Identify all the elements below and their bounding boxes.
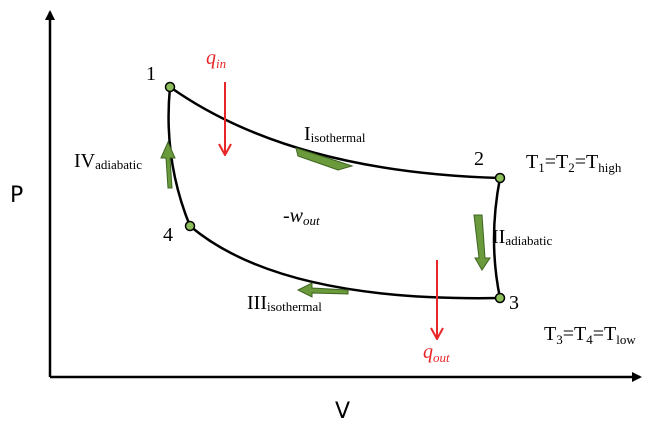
symbol: T [526, 151, 538, 173]
direction-arrows [160, 140, 491, 298]
subscript: adiabatic [505, 233, 552, 248]
subscript: isothermal [267, 299, 322, 314]
subscript: 4 [586, 332, 593, 347]
x-axis-label: V [335, 399, 350, 424]
arrow [296, 282, 349, 298]
symbol: q [423, 341, 433, 363]
subscript: high [598, 160, 622, 175]
symbol: =T [593, 323, 617, 345]
state-label: 1 [146, 63, 156, 85]
symbol: T [544, 323, 556, 345]
subscript: low [616, 332, 636, 347]
state-label: 3 [509, 292, 519, 314]
process-curve [189, 225, 501, 300]
state-point [494, 292, 506, 304]
subscript: 2 [568, 160, 575, 175]
process-label: Iisothermal [304, 123, 366, 145]
symbol: =T [545, 151, 569, 173]
temperature-relation: T1=T2=Thigh [526, 151, 622, 175]
heat-in-label: qin [206, 47, 226, 71]
subscript: out [303, 213, 320, 228]
symbol: q [206, 47, 216, 69]
state-point [494, 172, 506, 184]
arrow [295, 147, 354, 171]
process-curve [492, 177, 502, 299]
state-points [164, 81, 506, 304]
state-point [164, 81, 176, 93]
process-number: IV [74, 150, 96, 172]
process-number: I [304, 123, 311, 145]
subscript: out [433, 350, 450, 365]
subscript: adiabatic [95, 157, 142, 172]
subscript: 3 [556, 332, 563, 347]
temperature-relation: T3=T4=Tlow [544, 323, 636, 347]
process-label: IVadiabatic [74, 150, 142, 172]
state-point [184, 220, 196, 232]
symbol: =T [575, 151, 599, 173]
process-curve [169, 85, 501, 180]
y-axis-label: P [10, 183, 23, 208]
process-number: III [247, 292, 267, 314]
process-label: IIIisothermal [247, 292, 322, 314]
state-label: 2 [474, 148, 484, 170]
process-number: II [492, 226, 505, 248]
cycle [167, 85, 502, 300]
state-label: 4 [163, 224, 173, 246]
symbol: =T [563, 323, 587, 345]
heat-out-label: qout [423, 341, 450, 365]
subscript: in [216, 56, 226, 71]
process-label: IIadiabatic [492, 226, 552, 248]
subscript: isothermal [311, 130, 366, 145]
arrow [160, 140, 176, 189]
work-label: -wout [283, 205, 320, 228]
subscript: 1 [538, 160, 545, 175]
symbol: -w [283, 205, 304, 227]
arrow [473, 214, 491, 271]
